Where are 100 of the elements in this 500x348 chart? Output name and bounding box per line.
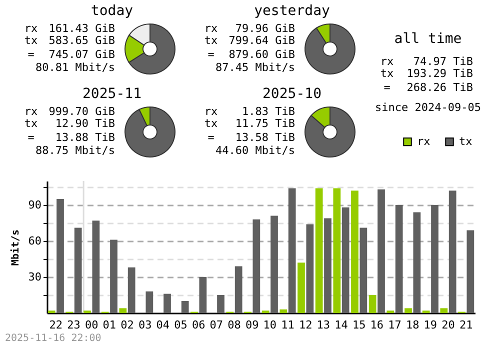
bar — [119, 308, 127, 313]
text: rx — [380, 55, 394, 68]
x-tick-label: 11 — [281, 318, 294, 332]
bar — [74, 228, 82, 313]
text: 44.60 Mbit/s — [216, 144, 295, 157]
y-axis-title: Mbit/s — [9, 229, 22, 266]
legend-label: tx — [459, 134, 473, 148]
donut-slice — [128, 24, 176, 74]
text: 268.26 TiB — [406, 81, 474, 94]
x-tick-label: 13 — [316, 318, 330, 332]
x-tick-label: 14 — [334, 318, 348, 332]
text: = — [208, 48, 215, 61]
y-tick-label: 60 — [28, 234, 42, 248]
bar — [217, 295, 224, 313]
bar — [351, 190, 358, 313]
bar — [280, 309, 288, 313]
bar — [466, 230, 474, 313]
bar — [360, 228, 368, 313]
text: 79.96 GiB — [235, 22, 296, 35]
chart-title: yesterday — [254, 3, 330, 19]
x-tick-label: 05 — [174, 318, 188, 332]
bar — [448, 190, 456, 313]
x-tick-label: 15 — [352, 318, 366, 332]
x-tick-label: 16 — [370, 318, 384, 332]
text: tx — [24, 34, 38, 47]
text: since 2024-09-05 — [375, 101, 481, 114]
text: 88.75 Mbit/s — [36, 144, 115, 157]
bar — [315, 188, 323, 313]
text: 583.65 GiB — [48, 34, 116, 47]
chart-title: 2025-11 — [82, 86, 142, 102]
x-tick-label: 07 — [210, 318, 224, 332]
bar — [431, 205, 438, 313]
bar — [378, 189, 385, 313]
bar — [404, 308, 412, 313]
bar — [333, 188, 341, 313]
text: all time — [394, 31, 462, 47]
text: 999.70 GiB — [48, 105, 116, 118]
text: = — [384, 81, 391, 94]
chart-title: 2025-10 — [262, 86, 322, 102]
donut-slice — [304, 24, 356, 74]
text: tx — [204, 117, 218, 130]
bar — [146, 291, 154, 313]
text: = — [208, 131, 215, 144]
x-tick-label: 17 — [388, 318, 402, 332]
bar — [395, 205, 403, 313]
bar — [368, 295, 376, 313]
legend-label: rx — [417, 134, 431, 148]
bar — [324, 218, 332, 313]
x-tick-label: 19 — [424, 318, 438, 332]
bar — [92, 220, 100, 313]
text: 2025-11-16 22:00 — [5, 333, 102, 344]
text: 12.90 TiB — [55, 117, 116, 130]
text: 13.88 TiB — [55, 131, 116, 144]
x-tick-label: 18 — [406, 318, 420, 332]
x-tick-label: 22 — [49, 318, 63, 332]
x-tick-label: 02 — [120, 318, 134, 332]
x-tick-label: 23 — [67, 318, 80, 332]
bar — [234, 266, 242, 313]
x-tick-label: 00 — [84, 318, 98, 332]
text: 745.07 GiB — [48, 48, 116, 61]
bar — [128, 267, 136, 313]
text: 1.83 TiB — [242, 105, 296, 118]
text: 879.60 GiB — [228, 48, 296, 61]
x-tick-label: 03 — [138, 318, 152, 332]
donut-slice — [304, 106, 356, 158]
x-tick-label: 21 — [459, 318, 473, 332]
bar — [440, 308, 448, 313]
x-tick-label: 08 — [228, 318, 241, 332]
bar — [288, 188, 296, 313]
x-tick-label: 01 — [102, 318, 116, 332]
text: tx — [380, 67, 394, 80]
bar — [199, 277, 207, 313]
text: rx — [204, 22, 218, 35]
text: 193.29 TiB — [406, 67, 474, 80]
bar — [270, 216, 278, 313]
text: tx — [204, 34, 218, 47]
y-tick-label: 90 — [28, 198, 42, 212]
bar — [342, 207, 350, 313]
text: 80.81 Mbit/s — [36, 61, 115, 74]
text: 799.64 GiB — [228, 34, 296, 47]
x-tick-label: 10 — [263, 318, 277, 332]
bar — [298, 262, 305, 313]
text: 87.45 Mbit/s — [216, 61, 295, 74]
x-tick-label: 04 — [156, 318, 170, 332]
chart-title: today — [90, 3, 134, 19]
x-tick-label: 09 — [245, 318, 259, 332]
bar — [181, 301, 189, 313]
x-tick-label: 06 — [192, 318, 206, 332]
y-tick-label: 30 — [28, 270, 42, 284]
x-tick-label: 20 — [442, 318, 455, 332]
bar — [252, 219, 260, 313]
text: 11.75 TiB — [235, 117, 296, 130]
text: = — [28, 48, 35, 61]
bar — [56, 199, 64, 313]
bar — [110, 240, 118, 313]
text: 13.58 TiB — [235, 131, 296, 144]
text: rx — [204, 105, 218, 118]
text: rx — [24, 105, 38, 118]
bar — [164, 294, 171, 313]
text: = — [28, 131, 35, 144]
